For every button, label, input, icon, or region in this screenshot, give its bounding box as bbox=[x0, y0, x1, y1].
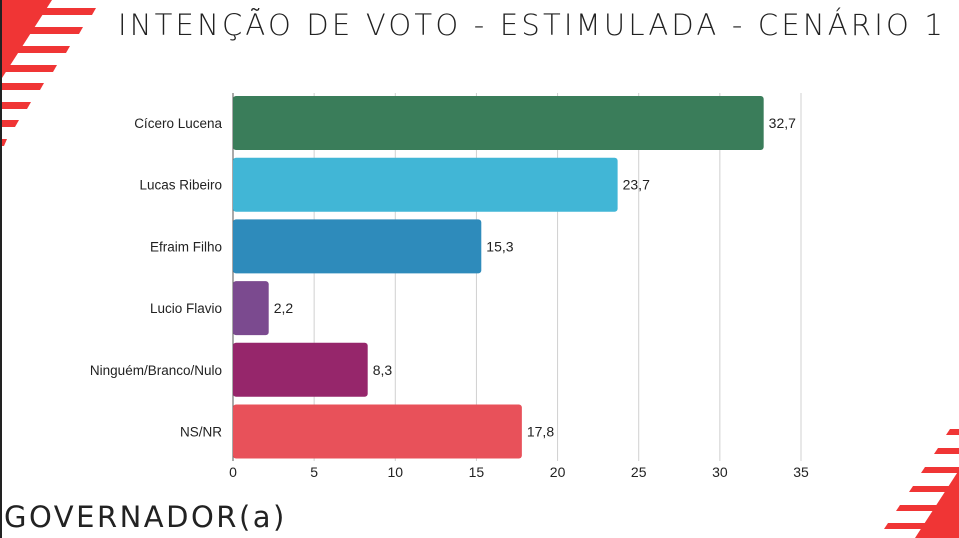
x-tick-label: 25 bbox=[631, 464, 647, 480]
stripes-top-left-icon bbox=[2, 0, 96, 146]
x-tick-label: 5 bbox=[310, 464, 318, 480]
bar bbox=[233, 157, 618, 212]
x-tick-label: 10 bbox=[387, 464, 403, 480]
data-label: 23,7 bbox=[623, 177, 650, 193]
x-tick-label: 15 bbox=[469, 464, 485, 480]
bar bbox=[233, 404, 522, 459]
chart-title: INTENÇÃO DE VOTO - ESTIMULADA - CENÁRIO … bbox=[118, 8, 947, 42]
data-label: 17,8 bbox=[527, 424, 554, 440]
category-label: Ninguém/Branco/Nulo bbox=[90, 363, 222, 378]
bar bbox=[233, 96, 764, 150]
bar bbox=[233, 281, 269, 336]
data-label: 2,2 bbox=[274, 300, 294, 316]
category-label: Cícero Lucena bbox=[134, 116, 222, 131]
category-label: NS/NR bbox=[180, 425, 222, 440]
category-label: Lucas Ribeiro bbox=[139, 178, 222, 193]
stripes-bottom-right-icon bbox=[884, 429, 959, 538]
bar bbox=[233, 219, 482, 274]
x-tick-label: 0 bbox=[229, 464, 237, 480]
x-tick-label: 35 bbox=[793, 464, 809, 480]
x-tick-label: 30 bbox=[712, 464, 728, 480]
data-label: 15,3 bbox=[486, 238, 513, 254]
bar bbox=[233, 342, 368, 397]
data-label: 8,3 bbox=[373, 362, 393, 378]
category-label: Efraim Filho bbox=[150, 239, 222, 254]
left-border bbox=[0, 0, 2, 538]
x-tick-label: 20 bbox=[550, 464, 566, 480]
data-label: 32,7 bbox=[769, 115, 796, 131]
category-label: Lucio Flavio bbox=[150, 301, 222, 316]
chart-subtitle: GOVERNADOR(a) bbox=[4, 500, 287, 534]
